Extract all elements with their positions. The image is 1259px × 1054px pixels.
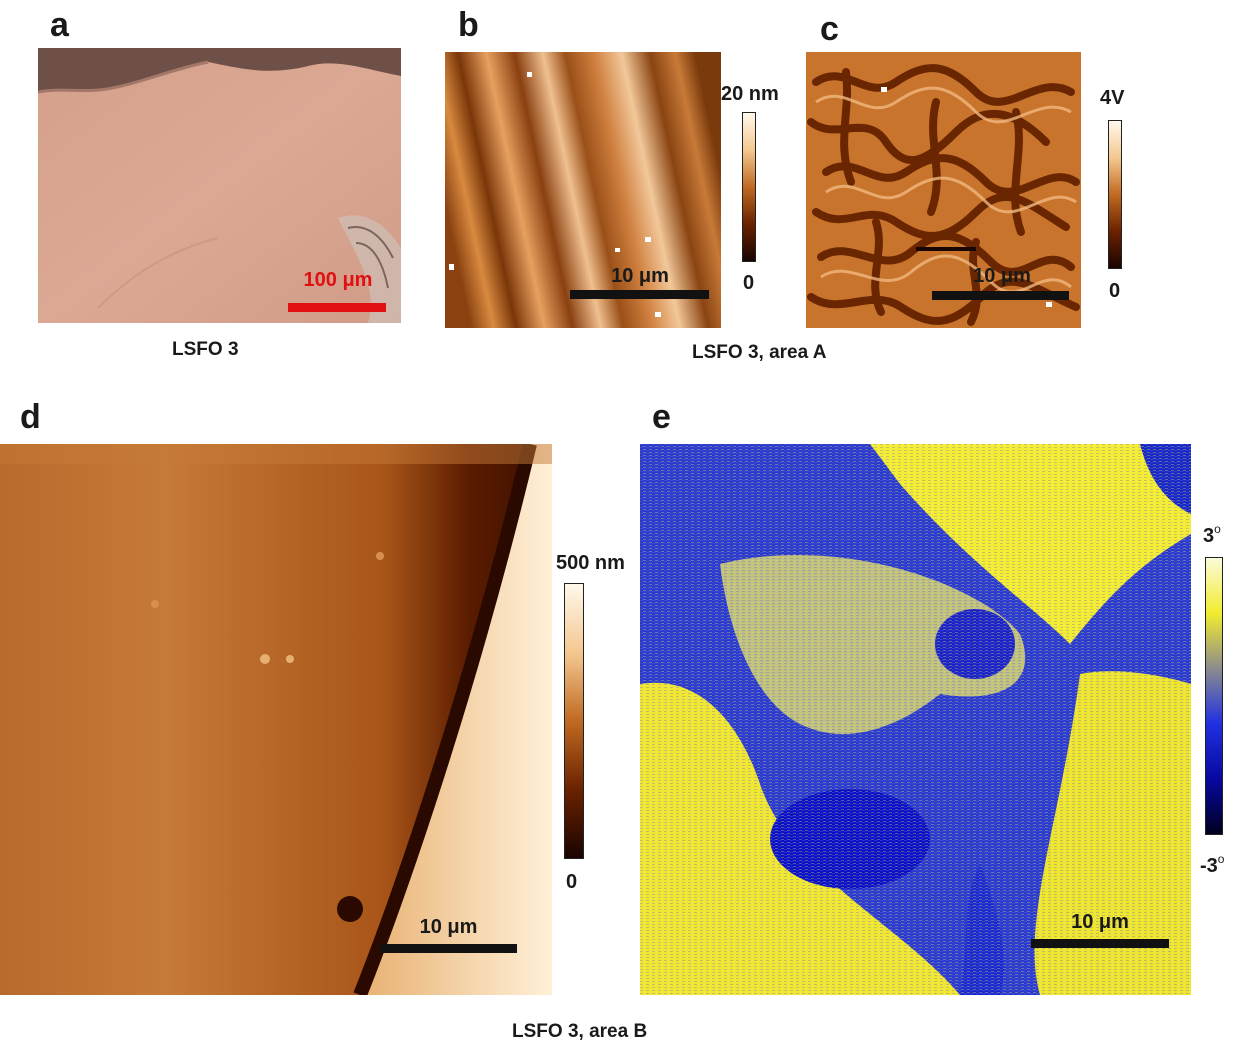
caption-de: LSFO 3, area B: [512, 1021, 648, 1042]
afm-topography-d: [0, 444, 552, 995]
panel-letter-e: e: [652, 398, 671, 436]
colorbar-max-b: 20 nm: [721, 83, 779, 105]
colorbar-c: [1108, 120, 1122, 269]
panel-letter-d: d: [20, 398, 41, 436]
colorbar-min-d: 0: [566, 871, 578, 893]
panel-letter-a: a: [50, 6, 69, 44]
colorbar-min-e: -3o: [1200, 852, 1225, 877]
pfm-amplitude-c: [806, 52, 1081, 328]
afm-topography-b: [445, 52, 721, 328]
colorbar-max-e: 3o: [1203, 522, 1221, 547]
scale-bar-e: [1031, 939, 1169, 948]
caption-bc: LSFO 3, area A: [692, 342, 827, 363]
scale-bar-a: [288, 303, 386, 312]
colorbar-e: [1205, 557, 1223, 835]
panel-letter-b: b: [458, 6, 479, 44]
colorbar-min-c: 0: [1109, 280, 1121, 302]
colorbar-min-b: 0: [743, 272, 755, 294]
colorbar-b: [742, 112, 756, 262]
scale-bar-label-a: 100 μm: [303, 269, 373, 291]
scale-bar-label-d: 10 μm: [419, 916, 478, 938]
caption-a: LSFO 3: [172, 339, 239, 360]
scale-bar-d: [380, 944, 517, 953]
scale-bar-label-e: 10 μm: [1071, 911, 1129, 933]
scale-bar-label-c: 10 μm: [973, 265, 1031, 287]
optical-micrograph: [38, 48, 401, 323]
scale-bar-c: [932, 291, 1069, 300]
colorbar-max-d: 500 nm: [556, 552, 625, 574]
colorbar-max-c: 4V: [1100, 87, 1125, 109]
pfm-phase-e: [640, 444, 1191, 995]
panel-letter-c: c: [820, 10, 839, 48]
colorbar-d: [564, 583, 584, 859]
scale-bar-label-b: 10 μm: [611, 265, 669, 287]
scale-bar-b: [570, 290, 709, 299]
